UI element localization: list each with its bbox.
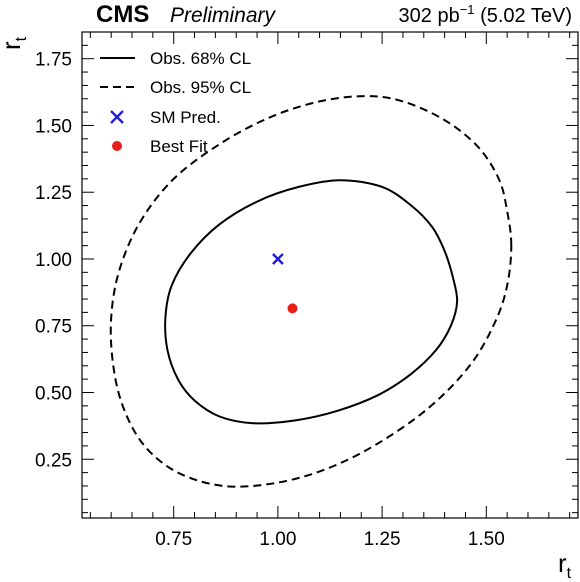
best-fit-marker: [287, 303, 298, 314]
y-axis-title-group: rt: [0, 36, 30, 50]
x-tick-label: 1.50: [468, 529, 505, 550]
legend-label-95cl: Obs. 95% CL: [150, 78, 251, 97]
contour-layer: [109, 95, 513, 488]
y-tick-label: 1.00: [35, 250, 72, 271]
x-tick-label: 1.00: [259, 529, 296, 550]
y-tick-label: 1.25: [35, 183, 72, 204]
plot-frame: [81, 31, 579, 519]
y-axis-title: rt: [0, 36, 30, 50]
y-tick-label: 1.50: [35, 116, 72, 137]
legend-best-fit-dot-icon: [112, 141, 122, 151]
legend-label-best-fit: Best Fit: [150, 137, 208, 156]
x-tick-label: 1.25: [364, 529, 401, 550]
luminosity-label: 302 pb−1 (5.02 TeV): [399, 2, 572, 27]
legend-label-sm: SM Pred.: [150, 108, 221, 127]
contour-95cl: [109, 95, 513, 488]
x-tick-label: 0.75: [155, 529, 192, 550]
sm-prediction-marker: [272, 253, 284, 265]
contour-68cl: [164, 179, 459, 425]
axis-ticks: 0.75 1.00 1.25 1.50 0.25 0.50 0.75 1.00 1.25 1.50…: [35, 31, 578, 550]
legend-sm-cross-icon: [110, 110, 124, 124]
status-label: Preliminary: [170, 4, 277, 27]
x-axis-title: rt: [558, 548, 572, 582]
y-tick-label: 0.75: [35, 317, 72, 338]
experiment-label: CMS: [96, 1, 149, 28]
marker-layer: [272, 253, 298, 314]
legend: Obs. 68% CL Obs. 95% CL SM Pred. Best Fi…: [100, 49, 251, 156]
y-tick-label: 1.75: [35, 50, 72, 71]
y-tick-label: 0.25: [35, 450, 72, 471]
y-tick-label: 0.50: [35, 383, 72, 404]
legend-label-68cl: Obs. 68% CL: [150, 49, 251, 68]
